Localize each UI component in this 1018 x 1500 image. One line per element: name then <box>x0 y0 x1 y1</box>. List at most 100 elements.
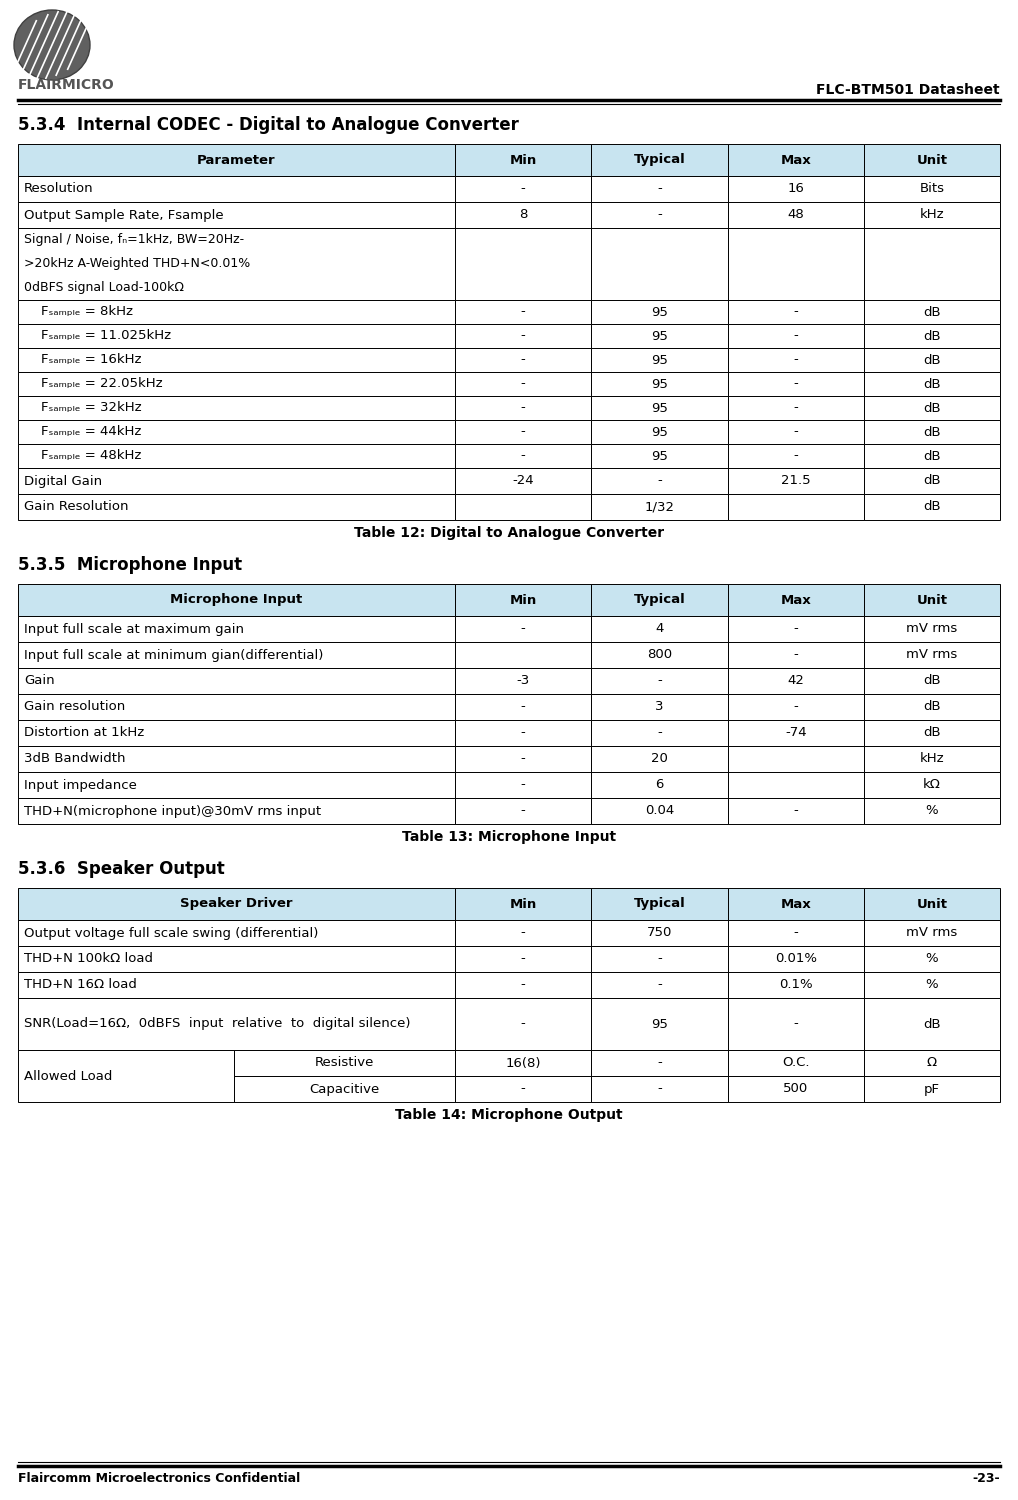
Bar <box>591 888 728 920</box>
Text: mV rms: mV rms <box>906 622 958 636</box>
Bar <box>18 494 455 520</box>
Bar <box>18 798 455 824</box>
Bar <box>864 420 1001 444</box>
Text: 0.04: 0.04 <box>644 804 674 818</box>
Text: -: - <box>657 978 662 992</box>
Bar <box>455 888 591 920</box>
Bar <box>864 694 1001 720</box>
Text: Min: Min <box>510 897 536 910</box>
Text: -: - <box>657 1083 662 1095</box>
Text: Max: Max <box>781 153 811 166</box>
Bar <box>455 494 591 520</box>
Text: -: - <box>657 474 662 488</box>
Text: Speaker Driver: Speaker Driver <box>180 897 293 910</box>
Text: >20kHz A-Weighted THD+N<0.01%: >20kHz A-Weighted THD+N<0.01% <box>24 258 250 270</box>
Bar <box>864 468 1001 494</box>
Bar <box>864 202 1001 228</box>
Bar <box>864 972 1001 998</box>
Text: O.C.: O.C. <box>782 1056 809 1070</box>
Bar <box>728 668 864 694</box>
Bar <box>728 420 864 444</box>
Bar <box>18 694 455 720</box>
Bar <box>234 1050 455 1076</box>
Text: -: - <box>793 927 798 939</box>
Bar <box>864 998 1001 1050</box>
Bar <box>18 772 455 798</box>
Text: -: - <box>793 354 798 366</box>
Text: Fₛₐₘₚₗₑ = 16kHz: Fₛₐₘₚₗₑ = 16kHz <box>24 354 142 366</box>
Text: -: - <box>793 648 798 662</box>
Text: -: - <box>521 378 525 390</box>
Bar <box>591 616 728 642</box>
Bar <box>728 202 864 228</box>
Bar <box>864 324 1001 348</box>
Bar <box>864 746 1001 772</box>
Text: dB: dB <box>923 1017 941 1031</box>
Bar <box>18 888 455 920</box>
Text: 800: 800 <box>646 648 672 662</box>
Bar <box>18 642 455 668</box>
Text: -: - <box>793 306 798 318</box>
Bar <box>591 972 728 998</box>
Text: Typical: Typical <box>633 594 685 606</box>
Text: Parameter: Parameter <box>197 153 276 166</box>
Text: 95: 95 <box>651 402 668 414</box>
Text: Gain Resolution: Gain Resolution <box>24 501 128 513</box>
Text: THD+N 16Ω load: THD+N 16Ω load <box>24 978 136 992</box>
Bar <box>728 444 864 468</box>
Text: dB: dB <box>923 501 941 513</box>
Text: 1/32: 1/32 <box>644 501 675 513</box>
Bar <box>591 348 728 372</box>
Text: Ω: Ω <box>927 1056 938 1070</box>
Text: -: - <box>521 330 525 342</box>
Text: -: - <box>521 402 525 414</box>
Bar <box>864 144 1001 176</box>
Text: 95: 95 <box>651 330 668 342</box>
Bar <box>18 616 455 642</box>
Bar <box>455 176 591 202</box>
Bar <box>864 228 1001 300</box>
Text: Gain resolution: Gain resolution <box>24 700 125 714</box>
Text: -: - <box>793 700 798 714</box>
Bar <box>864 494 1001 520</box>
Bar <box>18 202 455 228</box>
Bar <box>728 998 864 1050</box>
Bar <box>18 584 455 616</box>
Text: Distortion at 1kHz: Distortion at 1kHz <box>24 726 145 740</box>
Bar <box>591 420 728 444</box>
Text: -: - <box>793 402 798 414</box>
Bar <box>455 720 591 746</box>
Bar <box>591 1050 728 1076</box>
Bar <box>591 176 728 202</box>
Text: dB: dB <box>923 402 941 414</box>
Bar <box>18 920 455 946</box>
Text: pF: pF <box>924 1083 940 1095</box>
Bar <box>455 324 591 348</box>
Text: FLC-BTM501 Datasheet: FLC-BTM501 Datasheet <box>816 82 1000 98</box>
Text: 95: 95 <box>651 306 668 318</box>
Text: kΩ: kΩ <box>923 778 941 792</box>
Text: Signal / Noise, fₙ=1kHz, BW=20Hz-: Signal / Noise, fₙ=1kHz, BW=20Hz- <box>24 234 244 246</box>
Bar <box>864 642 1001 668</box>
Bar <box>728 584 864 616</box>
Text: -: - <box>521 426 525 438</box>
Text: 3: 3 <box>656 700 664 714</box>
Text: -: - <box>521 753 525 765</box>
Text: -: - <box>521 622 525 636</box>
Bar <box>455 396 591 420</box>
Bar <box>728 1076 864 1102</box>
Bar <box>864 798 1001 824</box>
Bar <box>728 372 864 396</box>
Text: -: - <box>521 306 525 318</box>
Bar <box>455 946 591 972</box>
Bar <box>591 494 728 520</box>
Bar <box>455 746 591 772</box>
Bar <box>455 642 591 668</box>
Bar <box>728 1050 864 1076</box>
Bar <box>18 746 455 772</box>
Bar <box>18 396 455 420</box>
Text: -: - <box>793 450 798 462</box>
Bar <box>455 300 591 324</box>
Bar <box>591 946 728 972</box>
Bar <box>591 144 728 176</box>
